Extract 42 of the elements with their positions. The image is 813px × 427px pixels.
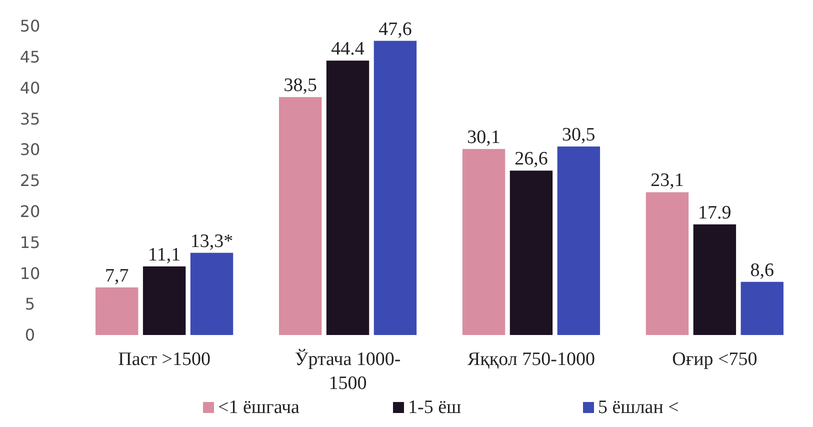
data-label: 38,5 <box>284 75 317 96</box>
data-label: 47,6 <box>378 18 412 40</box>
bar <box>693 224 736 335</box>
y-tick-label: 25 <box>20 171 40 190</box>
y-tick-label: 30 <box>20 140 40 160</box>
legend-label: <1 ёшгача <box>218 397 300 418</box>
data-label: 17.9 <box>698 202 732 224</box>
data-label: 30,5 <box>562 124 596 146</box>
bar <box>326 60 370 335</box>
bar <box>142 266 186 335</box>
y-tick-label: 0 <box>24 326 36 345</box>
y-tick-label: 50 <box>20 16 40 36</box>
data-label: 7,7 <box>104 265 129 286</box>
y-tick-label: 15 <box>20 232 40 252</box>
legend-label: 1-5 ёш <box>408 397 462 418</box>
bar <box>646 192 689 335</box>
x-tick-label: Яққол 750-1000 <box>468 349 595 370</box>
bar <box>557 146 600 335</box>
bar <box>374 40 417 335</box>
data-label: 44.4 <box>331 38 365 60</box>
bar <box>278 97 322 335</box>
y-tick-label: 35 <box>20 109 40 128</box>
bar <box>510 170 553 335</box>
x-tick-label: Паст >1500 <box>118 349 210 370</box>
data-label: 11,1 <box>148 244 181 266</box>
x-tick-label: Оғир <750 <box>672 349 758 370</box>
bar <box>740 282 784 335</box>
data-label: 23,1 <box>650 170 684 192</box>
data-label: 30,1 <box>467 126 500 148</box>
bar <box>190 252 234 335</box>
x-tick-label: Ўртача 1000-1500 <box>294 348 401 394</box>
data-label: 26,6 <box>514 148 548 170</box>
legend-label: 5 ёшлан < <box>598 397 679 418</box>
bar <box>462 148 506 335</box>
y-tick-label: 10 <box>20 264 40 283</box>
y-tick-label: 5 <box>24 294 36 314</box>
y-tick-label: 45 <box>20 48 40 66</box>
y-tick-label: 20 <box>20 202 40 221</box>
data-label: 13,3* <box>190 230 234 252</box>
y-tick-label: 40 <box>20 78 40 98</box>
bar <box>96 287 138 335</box>
data-label: 8,6 <box>750 260 774 281</box>
